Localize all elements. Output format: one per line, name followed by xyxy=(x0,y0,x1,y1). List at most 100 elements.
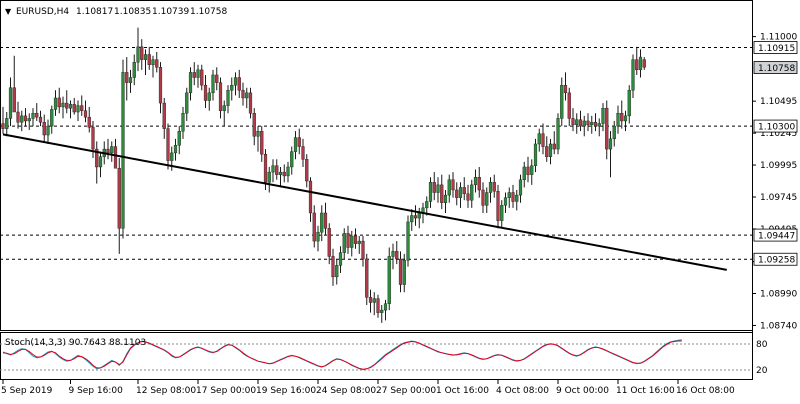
candle xyxy=(440,174,444,210)
candle xyxy=(627,85,631,124)
candle-body xyxy=(631,59,635,91)
candle xyxy=(53,90,58,116)
candle xyxy=(500,200,504,229)
candle xyxy=(368,289,373,313)
candle xyxy=(125,57,129,101)
candle-body xyxy=(316,231,320,242)
candle xyxy=(451,172,455,198)
candle xyxy=(541,123,545,155)
candle xyxy=(623,110,628,132)
candle xyxy=(417,207,421,229)
candle xyxy=(305,154,309,188)
x-tick-label: 24 Sep 08:00 xyxy=(316,386,376,396)
candle xyxy=(166,123,170,170)
x-tick-label: 11 Oct 16:00 xyxy=(616,386,675,396)
candle xyxy=(113,138,118,169)
candle xyxy=(256,126,260,152)
candle xyxy=(608,131,613,178)
candle-body xyxy=(365,258,369,298)
candle-body xyxy=(91,127,95,150)
x-tick-label: 9 Oct 00:00 xyxy=(556,386,609,396)
candle-body xyxy=(215,74,219,83)
candle-body xyxy=(440,184,444,203)
candle-body xyxy=(372,298,376,303)
candle-body xyxy=(110,146,114,154)
candle xyxy=(372,292,376,316)
candle-body xyxy=(312,212,316,242)
candle-body xyxy=(290,151,294,168)
candle-body xyxy=(98,156,103,168)
low-value: 1.10739 xyxy=(152,7,189,17)
candle-body xyxy=(451,179,455,191)
candle-body xyxy=(481,189,485,206)
candle-body xyxy=(12,87,16,113)
candle-body xyxy=(83,110,88,118)
candle-body xyxy=(515,194,519,202)
candle-body xyxy=(95,148,99,168)
candle-body xyxy=(398,258,403,285)
candle xyxy=(530,159,534,185)
candle xyxy=(335,258,339,285)
candle xyxy=(95,141,99,184)
candle xyxy=(5,112,9,137)
candle xyxy=(185,87,189,121)
candle-body xyxy=(571,118,575,125)
candle-body xyxy=(185,92,189,114)
candle-body xyxy=(252,113,256,137)
candle xyxy=(522,161,526,188)
symbol-timeframe: EURUSD,H4 xyxy=(16,7,69,17)
candle-body xyxy=(560,84,564,119)
candle-body xyxy=(338,252,343,266)
candle xyxy=(271,159,275,183)
candle-body xyxy=(275,165,279,175)
x-tick-label: 4 Oct 08:00 xyxy=(496,386,549,396)
candle xyxy=(398,251,403,293)
candle xyxy=(353,228,358,249)
candle-body xyxy=(496,191,500,221)
candle-body xyxy=(425,201,429,209)
candle xyxy=(383,299,388,321)
candle xyxy=(308,177,313,222)
candle xyxy=(552,131,556,155)
candle xyxy=(620,100,624,129)
candle-body xyxy=(245,92,249,99)
candle-body xyxy=(143,54,148,60)
candle-body xyxy=(125,72,129,83)
candle xyxy=(226,85,230,114)
candle-body xyxy=(466,193,470,201)
candle xyxy=(488,177,493,203)
candle xyxy=(346,225,350,254)
candle-body xyxy=(27,118,31,122)
candle-body xyxy=(166,128,170,161)
candle xyxy=(413,205,418,226)
candle xyxy=(237,69,241,98)
candle-body xyxy=(533,143,538,166)
candle xyxy=(65,90,69,114)
candle xyxy=(323,202,328,235)
candle xyxy=(361,235,365,267)
y-tick-label: 1.08990 xyxy=(760,289,797,299)
price-label-text: 1.09447 xyxy=(758,232,795,242)
candle xyxy=(117,158,121,254)
candle xyxy=(282,164,286,183)
candle-body xyxy=(136,46,140,63)
candle xyxy=(503,192,508,213)
candle xyxy=(1,106,5,134)
price-label-box xyxy=(753,61,798,74)
candle-body xyxy=(1,123,5,129)
candle xyxy=(428,177,433,208)
candle-body xyxy=(177,130,181,146)
candle-body xyxy=(132,61,136,78)
candle-body xyxy=(50,109,54,127)
candle-body xyxy=(35,113,39,118)
x-tick-label: 16 Oct 08:00 xyxy=(676,386,735,396)
price-label-box xyxy=(753,119,798,133)
collapse-icon[interactable]: ▼ xyxy=(5,7,12,16)
candle-body xyxy=(147,54,151,65)
candle xyxy=(331,248,335,286)
candle xyxy=(533,138,538,173)
candle xyxy=(612,120,616,147)
candle xyxy=(83,100,88,123)
price-label-text: 1.10915 xyxy=(758,44,795,54)
